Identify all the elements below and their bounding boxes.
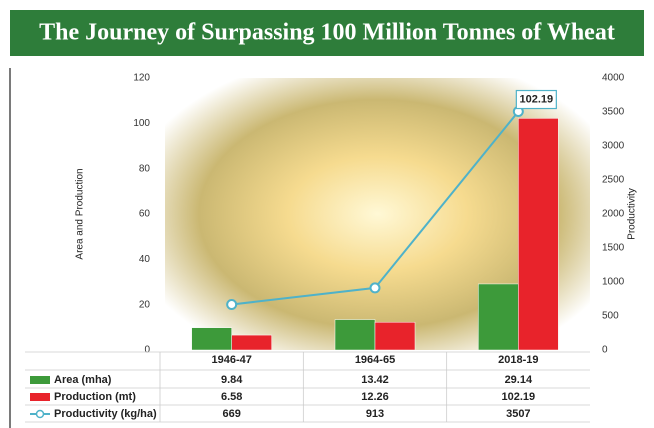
y2-tick-label: 1000 [602,277,625,288]
legend-label: Production (mt) [54,391,136,403]
table-value: 9.84 [221,374,243,386]
y-tick-label: 20 [139,299,151,310]
y2-tick-label: 1500 [602,243,625,254]
table-value: 13.42 [361,374,389,386]
legend-marker [35,409,45,419]
bar [374,321,416,351]
y2-tick-label: 0 [602,345,608,356]
chart-title: The Journey of Surpassing 100 Million To… [39,20,615,46]
y-tick-label: 40 [139,254,151,265]
y2-tick-label: 2000 [602,209,625,220]
y2-tick-label: 3500 [602,107,625,118]
bar [231,334,272,351]
y2-tick-label: 4000 [602,73,625,84]
annotation-box [515,89,557,110]
table-value: 29.14 [505,374,533,386]
legend-label: Area (mha) [54,374,112,386]
x-tick-label: 1946-47 [211,354,251,366]
y2-axis-label: Productivity [627,188,638,240]
y-tick-label: 60 [139,209,151,220]
title-banner [10,10,644,56]
y2-tick-label: 3000 [602,141,625,152]
y-tick-label: 80 [139,163,151,174]
y-axis-label: Area and Production [75,168,86,259]
legend-swatch [30,376,50,384]
annotation-label: 102.19 [520,93,554,105]
y2-tick-label: 500 [602,311,619,322]
line-marker [226,299,238,311]
x-tick-label: 2018-19 [498,354,538,366]
table-value: 913 [366,408,384,420]
y2-tick-label: 2500 [602,175,625,186]
bar [518,118,559,351]
bar [191,327,232,351]
bar [478,283,519,351]
legend-label: Productivity (kg/ha) [54,408,157,420]
y-tick-label: 100 [133,118,150,129]
table-value: 669 [222,408,240,420]
table-value: 102.19 [502,391,536,403]
y-tick-label: 0 [144,345,150,356]
table-value: 3507 [506,408,530,420]
line-marker [369,282,381,294]
table-value: 12.26 [361,391,389,403]
bar [334,319,376,351]
x-tick-label: 1964-65 [355,354,395,366]
table-value: 6.58 [221,391,242,403]
legend-swatch [30,393,50,401]
y-tick-label: 120 [133,73,150,84]
